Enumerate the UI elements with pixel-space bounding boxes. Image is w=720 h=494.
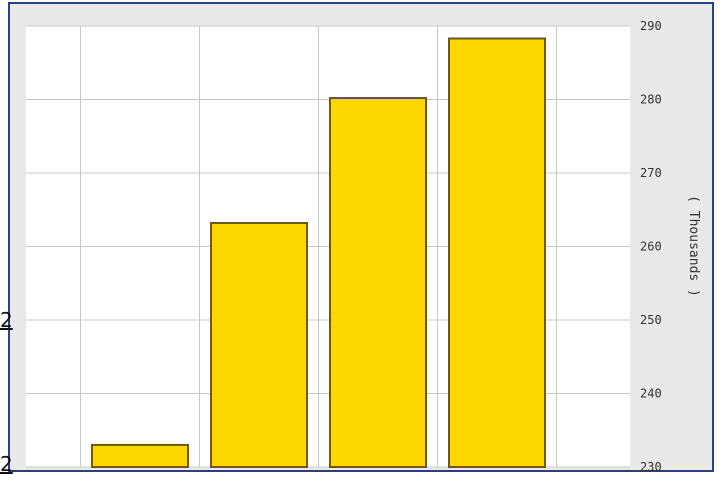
y-tick-label: 260 <box>640 240 662 254</box>
x-category-label: 2022 Projecti... <box>439 473 555 474</box>
y-tick-label: 280 <box>640 93 662 107</box>
bar <box>329 97 427 468</box>
edge-glyph-upper: 2 <box>0 308 13 332</box>
x-category-label: 2017 Estimate <box>331 473 425 474</box>
edge-glyph-lower: 2 <box>0 452 13 476</box>
grid-lines <box>26 25 630 468</box>
y-tick-label: 290 <box>640 19 662 33</box>
x-axis-labels: 2000 Census 2010 Census 2017 Estimate 2022 … <box>100 473 555 474</box>
bar-chart: 230 240 250 260 270 280 290 2000 Census 2010 Ce… <box>26 19 701 474</box>
y-tick-label: 250 <box>640 313 662 327</box>
y-tick-label: 270 <box>640 166 662 180</box>
bar-series <box>91 37 546 469</box>
x-category-label: 2010 Census <box>219 473 298 474</box>
y-axis-ticks: 230 240 250 260 270 280 290 <box>640 19 662 474</box>
y-tick-label: 240 <box>640 387 662 401</box>
x-category-label: 2000 Census <box>100 473 179 474</box>
y-axis-unit-label: ( Thousands ) <box>686 195 701 297</box>
y-tick-label: 230 <box>640 460 662 474</box>
bar <box>91 443 189 469</box>
bar <box>448 37 546 469</box>
chart-frame: 230 240 250 260 270 280 290 2000 Census 2010 Ce… <box>8 2 714 474</box>
bar <box>210 221 308 468</box>
